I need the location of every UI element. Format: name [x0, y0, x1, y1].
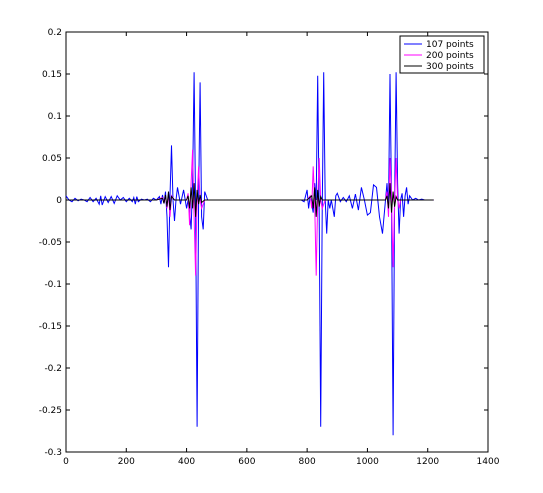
y-tick-label: -0.3 — [44, 448, 62, 458]
y-tick-label: -0.05 — [39, 238, 62, 248]
y-tick-label: 0 — [56, 196, 62, 206]
y-tick-label: -0.25 — [39, 406, 62, 416]
legend-label: 300 points — [426, 62, 474, 72]
y-tick-label: 0.05 — [42, 154, 62, 164]
series-layer — [65, 72, 434, 436]
y-tick-label: 0.1 — [48, 112, 62, 122]
x-tick-label: 0 — [63, 457, 69, 467]
x-tick-label: 1000 — [356, 457, 379, 467]
y-tick-label: -0.1 — [44, 280, 62, 290]
y-tick-label: 0.2 — [48, 28, 62, 38]
x-tick-label: 600 — [238, 457, 255, 467]
x-tick-label: 1400 — [477, 457, 500, 467]
x-tick-label: 400 — [178, 457, 195, 467]
legend-label: 200 points — [426, 51, 474, 61]
y-tick-label: -0.15 — [39, 322, 62, 332]
plot-area — [65, 31, 489, 453]
y-tick-label: 0.15 — [42, 70, 62, 80]
y-tick-label: -0.2 — [44, 364, 62, 374]
legend-label: 107 points — [426, 40, 474, 50]
x-tick-label: 1200 — [416, 457, 439, 467]
x-tick-label: 200 — [118, 457, 135, 467]
series-line-3 — [66, 183, 434, 217]
x-tick-label: 800 — [299, 457, 316, 467]
axis-ticks: 0 200 400 600 800 1000 1200 1400 0.2 0.15 0.1 0.05 0… — [39, 28, 500, 467]
